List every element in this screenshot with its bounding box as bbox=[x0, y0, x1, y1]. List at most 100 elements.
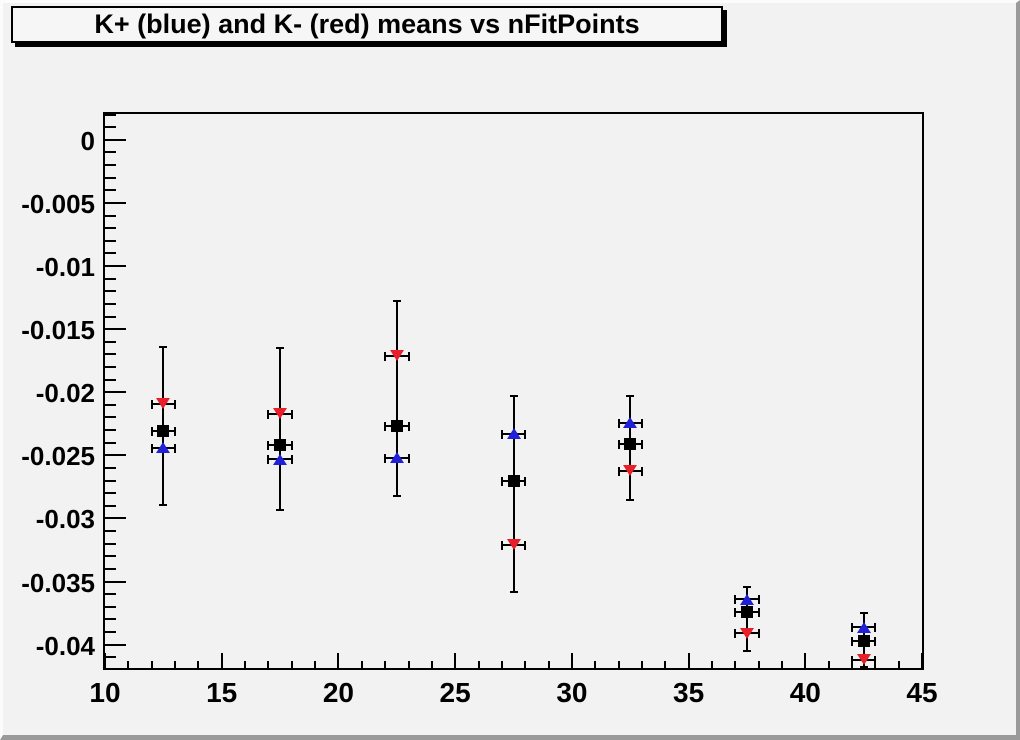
y-minor-tick bbox=[105, 593, 116, 596]
y-minor-tick bbox=[105, 151, 116, 154]
x-error-cap-left bbox=[734, 629, 737, 639]
y-minor-tick bbox=[105, 239, 116, 242]
error-bar-cap-top bbox=[509, 395, 518, 397]
y-minor-tick bbox=[105, 403, 116, 406]
x-minor-tick bbox=[360, 661, 363, 668]
x-minor-tick bbox=[430, 661, 433, 668]
x-error-cap-left bbox=[150, 427, 153, 437]
x-error-cap-left bbox=[500, 476, 503, 486]
error-bar-vertical bbox=[512, 396, 515, 592]
y-minor-tick bbox=[105, 189, 116, 192]
y-major-tick bbox=[105, 517, 126, 520]
x-error-cap-left bbox=[617, 466, 620, 476]
x-error-cap-left bbox=[267, 441, 270, 451]
y-minor-tick bbox=[105, 492, 116, 495]
x-major-tick bbox=[454, 653, 457, 668]
x-major-tick bbox=[220, 653, 223, 668]
x-error-cap-left bbox=[851, 623, 853, 632]
title-pave: K+ (blue) and K- (red) means vs nFitPoin… bbox=[11, 6, 723, 43]
x-minor-tick bbox=[477, 661, 480, 668]
x-error-cap-right bbox=[640, 418, 643, 428]
x-error-cap-right bbox=[407, 453, 410, 463]
y-minor-tick bbox=[105, 126, 116, 129]
x-minor-tick bbox=[267, 661, 270, 668]
data-marker-triangle-down bbox=[623, 465, 638, 476]
x-error-cap-right bbox=[407, 351, 410, 361]
y-tick-label: -0.04 bbox=[35, 630, 95, 661]
y-minor-tick bbox=[105, 290, 116, 293]
y-minor-tick bbox=[105, 631, 116, 633]
y-major-tick bbox=[105, 391, 126, 394]
x-error-cap-left bbox=[734, 607, 737, 617]
x-tick-label: 25 bbox=[439, 677, 471, 708]
y-minor-tick bbox=[105, 416, 116, 419]
data-marker-square bbox=[157, 425, 170, 438]
x-error-cap-left bbox=[851, 655, 853, 665]
data-marker-square bbox=[274, 439, 287, 452]
x-tick-label: 20 bbox=[322, 677, 354, 708]
x-tick-label: 45 bbox=[906, 677, 938, 708]
x-error-cap-left bbox=[617, 418, 620, 428]
x-error-cap-right bbox=[174, 443, 176, 453]
error-bar-cap-bottom bbox=[276, 508, 285, 511]
x-error-cap-right bbox=[874, 623, 877, 632]
error-bar-cap-top bbox=[276, 347, 285, 349]
y-minor-tick bbox=[105, 176, 116, 179]
data-marker-square bbox=[390, 420, 403, 433]
x-tick-label: 40 bbox=[789, 677, 821, 708]
x-minor-tick bbox=[384, 661, 387, 668]
x-error-cap-left bbox=[384, 351, 387, 361]
x-minor-tick bbox=[594, 661, 597, 668]
y-minor-tick bbox=[105, 366, 116, 368]
error-bar-vertical bbox=[279, 348, 282, 510]
x-error-cap-right bbox=[874, 636, 877, 646]
y-tick-label: -0.02 bbox=[35, 378, 95, 409]
y-minor-tick bbox=[105, 113, 116, 116]
x-error-cap-right bbox=[174, 427, 176, 437]
x-major-tick bbox=[570, 653, 573, 668]
x-error-cap-right bbox=[640, 440, 643, 449]
y-minor-tick bbox=[105, 302, 116, 305]
y-major-tick bbox=[105, 138, 126, 141]
x-minor-tick bbox=[290, 661, 293, 668]
x-error-cap-left bbox=[384, 453, 387, 463]
x-error-cap-left bbox=[384, 422, 387, 432]
x-error-cap-left bbox=[267, 409, 270, 419]
x-minor-tick bbox=[734, 661, 737, 668]
data-marker-triangle-down bbox=[856, 654, 871, 666]
data-marker-triangle-up bbox=[156, 442, 171, 454]
x-minor-tick bbox=[150, 661, 153, 668]
x-error-cap-left bbox=[734, 595, 737, 605]
data-marker-triangle-down bbox=[739, 627, 754, 639]
x-major-tick bbox=[921, 653, 923, 668]
data-marker-triangle-down bbox=[506, 539, 521, 551]
y-tick-label: -0.025 bbox=[21, 441, 95, 472]
x-error-cap-right bbox=[757, 595, 760, 605]
y-major-tick bbox=[105, 328, 126, 331]
y-minor-tick bbox=[105, 466, 116, 469]
plot-frame bbox=[103, 112, 924, 670]
y-tick-label: 0 bbox=[80, 125, 95, 156]
x-error-cap-right bbox=[640, 466, 643, 476]
chart-title: K+ (blue) and K- (red) means vs nFitPoin… bbox=[94, 9, 640, 39]
x-error-cap-right bbox=[874, 655, 877, 665]
data-marker-square bbox=[740, 605, 753, 618]
x-error-cap-left bbox=[851, 636, 853, 646]
x-error-cap-right bbox=[524, 429, 527, 439]
x-minor-tick bbox=[827, 661, 830, 668]
x-minor-tick bbox=[407, 661, 410, 668]
x-error-cap-right bbox=[290, 409, 293, 419]
data-marker-triangle-up bbox=[739, 593, 754, 605]
x-minor-tick bbox=[174, 661, 176, 668]
y-minor-tick bbox=[105, 353, 116, 356]
x-minor-tick bbox=[617, 661, 620, 668]
x-major-tick bbox=[687, 653, 690, 668]
y-minor-tick bbox=[105, 530, 116, 532]
error-bar-cap-bottom bbox=[509, 590, 518, 593]
y-major-tick bbox=[105, 580, 126, 583]
x-tick-label: 10 bbox=[89, 677, 121, 708]
data-marker-triangle-up bbox=[623, 417, 638, 428]
y-minor-tick bbox=[105, 252, 116, 255]
x-tick-label: 15 bbox=[206, 677, 238, 708]
